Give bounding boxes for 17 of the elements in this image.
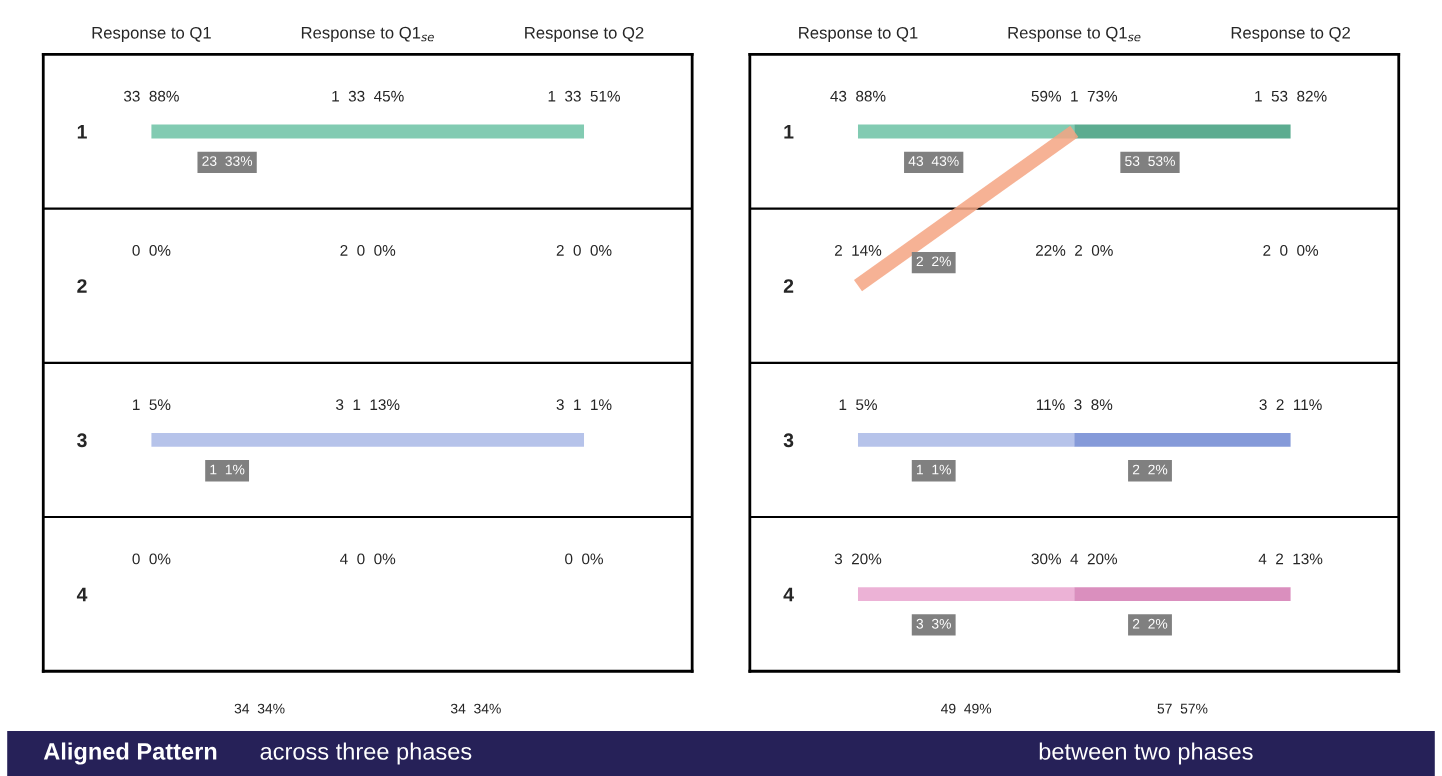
x-tick-label: Response to Q2 — [1231, 26, 1350, 42]
y-tick-label: 4 — [783, 587, 794, 602]
x-tick-label: Response to Q1 — [92, 26, 211, 42]
x-tick-label: Response to Q1 — [799, 26, 918, 42]
x-tick-label: Response to Q1$_{se}$ — [301, 26, 434, 42]
x-tick-label: Response to Q1$_{se}$ — [1008, 26, 1141, 42]
y-tick-label: 2 — [783, 279, 794, 293]
y-tick-label: 3 — [77, 433, 87, 448]
text: across three phases — [260, 742, 472, 765]
y-tick-label: 1 — [77, 125, 87, 139]
x-tick-label: Response to Q2 — [525, 26, 644, 42]
y-tick-label: 4 — [76, 587, 88, 602]
y-tick-label: 2 — [77, 279, 87, 293]
y-tick-label: 3 — [783, 433, 794, 448]
text: Aligned Pattern — [43, 742, 217, 765]
text: between two phases — [1039, 742, 1253, 765]
y-tick-label: 1 — [784, 125, 794, 139]
